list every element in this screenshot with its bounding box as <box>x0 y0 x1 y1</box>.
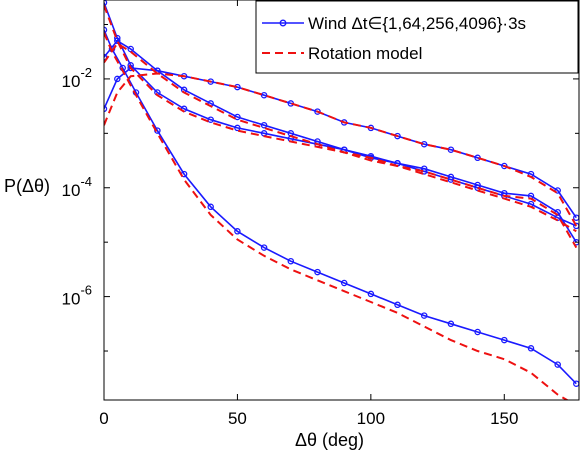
x-tick-label: 50 <box>228 409 247 428</box>
legend-entry: Wind Δt∈{1,64,256,4096}·3s <box>262 14 526 33</box>
legend-box <box>255 0 579 74</box>
data-point <box>260 244 268 251</box>
data-point <box>474 328 481 336</box>
x-tick-label: 100 <box>357 409 385 428</box>
data-point <box>474 181 481 189</box>
data-point <box>207 116 214 123</box>
axes-layer: 0 50 100 150 10-2 10-4 10-6 Δθ (deg) P(Δθ) <box>4 0 580 450</box>
series-line-model <box>104 32 569 400</box>
y-tick-label: 10-6 <box>62 283 92 309</box>
data-point <box>207 203 214 211</box>
data-point <box>287 257 295 265</box>
series-model-7 <box>104 32 569 400</box>
data-point <box>234 228 241 235</box>
data-point <box>420 165 428 172</box>
x-tick-label: 150 <box>490 409 518 428</box>
legend-entry: Rotation model <box>262 44 422 63</box>
data-point <box>394 301 401 309</box>
legend: Wind Δt∈{1,64,256,4096}·3s Rotation model <box>255 0 579 74</box>
series-layer <box>104 0 579 400</box>
data-point <box>367 290 375 298</box>
data-point <box>234 113 241 121</box>
y-tick-label: 10-4 <box>62 174 92 200</box>
x-axis-label: Δθ (deg) <box>295 430 364 450</box>
series-model-6 <box>104 5 577 233</box>
x-tick-label: 0 <box>99 409 108 428</box>
data-point <box>114 37 121 45</box>
y-axis-label: P(Δθ) <box>4 176 50 196</box>
data-point <box>114 75 121 83</box>
legend-marker <box>279 19 287 27</box>
legend-label: Rotation model <box>308 44 422 63</box>
data-point <box>527 345 535 352</box>
series-line-model <box>104 5 577 233</box>
data-point <box>447 320 455 328</box>
series-line-model <box>104 72 578 227</box>
series-line-wind <box>104 29 577 385</box>
series-line-wind <box>104 2 577 227</box>
series-line-wind <box>104 39 577 243</box>
data-point <box>340 279 348 287</box>
data-point <box>420 312 428 319</box>
data-point <box>260 121 268 129</box>
data-point <box>314 268 321 276</box>
data-point <box>554 361 561 368</box>
y-tick-label: 10-2 <box>62 65 92 91</box>
series-model-4 <box>104 72 578 227</box>
legend-label: Wind Δt∈{1,64,256,4096}·3s <box>308 14 526 33</box>
series-model-5 <box>104 42 578 249</box>
data-point <box>234 124 241 132</box>
data-point <box>447 173 455 181</box>
data-point <box>501 336 508 344</box>
series-line-model <box>104 42 578 249</box>
data-point <box>127 45 134 53</box>
data-point <box>127 64 134 72</box>
plot-frame <box>103 0 580 401</box>
